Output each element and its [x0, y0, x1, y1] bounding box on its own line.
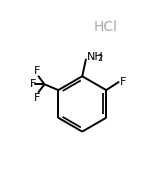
Text: F: F: [33, 66, 40, 76]
Text: 2: 2: [97, 54, 102, 63]
Text: F: F: [120, 77, 127, 87]
Text: F: F: [33, 93, 40, 103]
Text: NH: NH: [87, 52, 104, 62]
Text: F: F: [29, 79, 36, 89]
Text: HCl: HCl: [93, 20, 118, 34]
